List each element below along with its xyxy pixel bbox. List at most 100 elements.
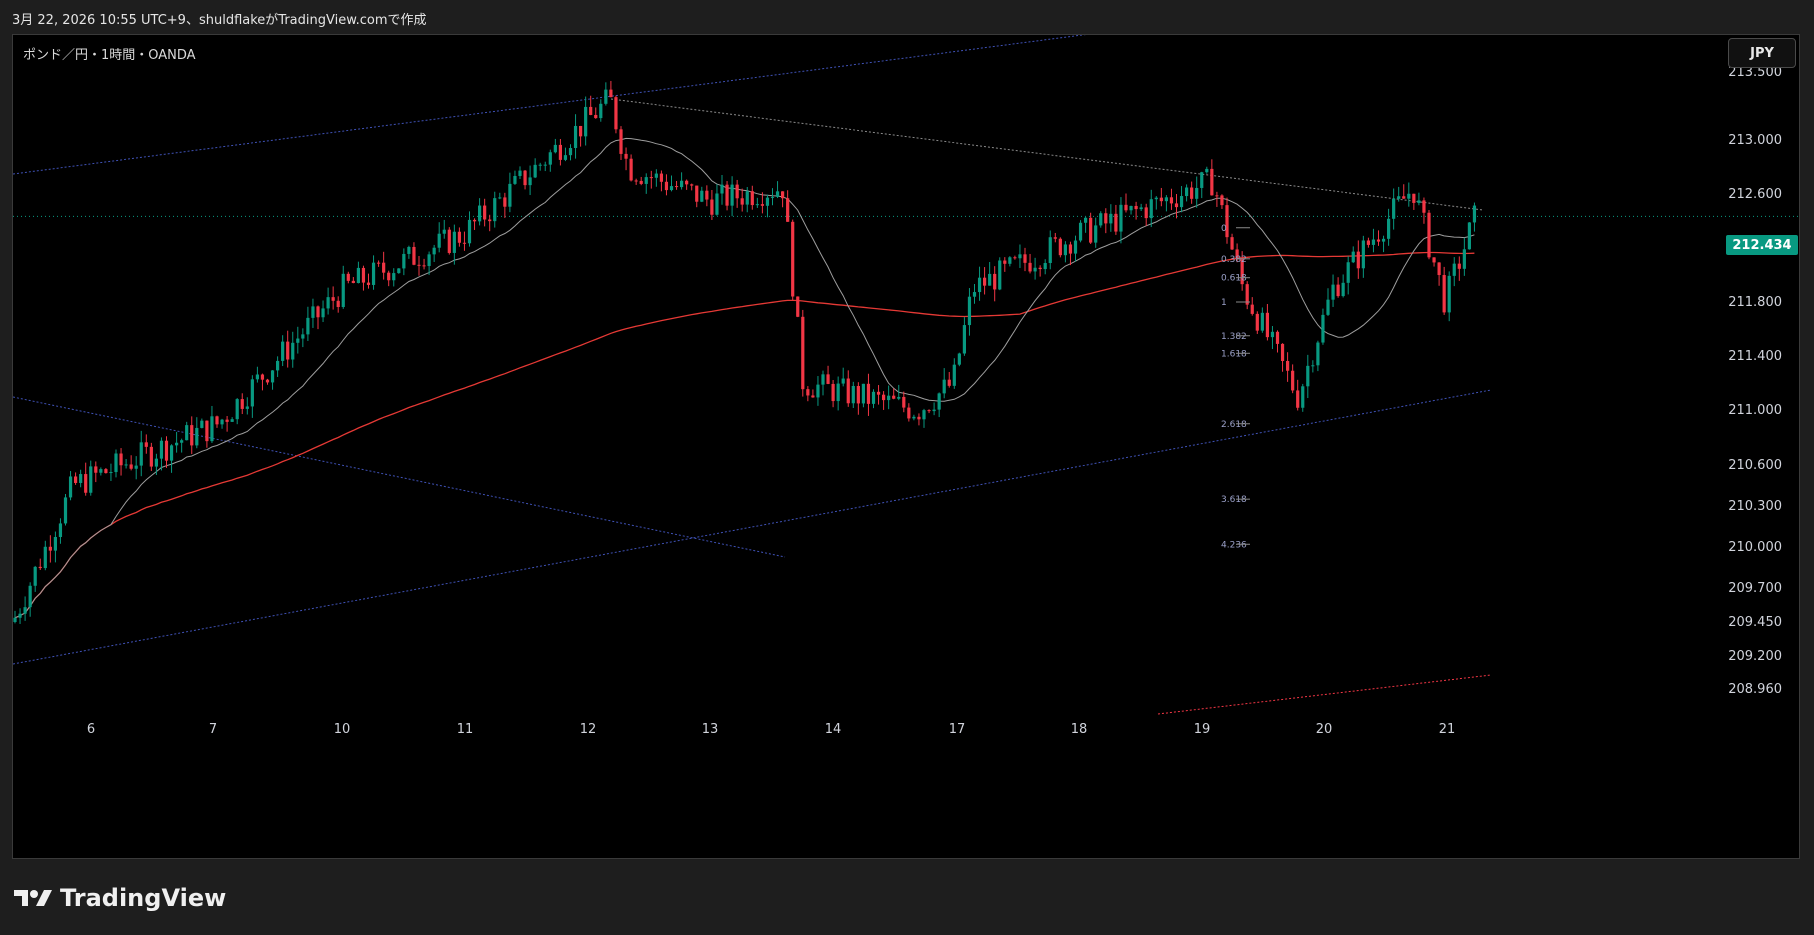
channel-upper-line bbox=[13, 35, 1087, 175]
fib-level-label: 0.618 bbox=[1221, 274, 1247, 284]
candle-body bbox=[952, 364, 956, 386]
candle-body bbox=[270, 370, 275, 383]
candle-body bbox=[498, 197, 502, 199]
candle-body bbox=[281, 341, 285, 361]
candle-body bbox=[447, 229, 451, 253]
candle-body bbox=[786, 198, 790, 222]
candle-body bbox=[508, 183, 512, 207]
candle-body bbox=[195, 427, 199, 446]
time-tick-label: 20 bbox=[1316, 722, 1333, 737]
brand-name: TradingView bbox=[60, 884, 227, 912]
candle-body bbox=[977, 277, 982, 293]
candle-body bbox=[129, 464, 133, 469]
candle-body bbox=[649, 177, 653, 179]
candle-body bbox=[1280, 343, 1285, 361]
candle-body bbox=[558, 144, 562, 160]
candle-body bbox=[533, 164, 537, 178]
candle-body bbox=[1089, 217, 1093, 243]
chart-area[interactable]: 0 0.382 0.618 1 1.382 1.618 2.618 3.618 4.236 21… bbox=[12, 34, 1800, 859]
price-chart[interactable]: 0 0.382 0.618 1 1.382 1.618 2.618 3.618 4.236 21… bbox=[13, 35, 1800, 859]
price-tick-label: 213.000 bbox=[1728, 133, 1782, 148]
candle-body bbox=[351, 280, 355, 284]
candle-body bbox=[563, 155, 568, 160]
candle-body bbox=[1376, 239, 1381, 242]
candle-body bbox=[159, 440, 164, 459]
tradingview-logo[interactable]: TradingView bbox=[14, 884, 226, 912]
moving-average-short bbox=[14, 137, 1475, 619]
candle-body bbox=[619, 129, 623, 154]
candle-body bbox=[89, 466, 93, 493]
candle-body bbox=[912, 416, 916, 419]
symbol-label: ポンド／円・1時間・OANDA bbox=[23, 48, 196, 63]
candle-body bbox=[1346, 262, 1350, 283]
candle-body bbox=[442, 229, 446, 234]
candle-body bbox=[861, 383, 865, 404]
candle-body bbox=[144, 442, 148, 447]
candle-body bbox=[134, 465, 138, 469]
candle-body bbox=[114, 453, 118, 473]
candle-body bbox=[1361, 240, 1365, 269]
currency-button[interactable]: JPY bbox=[1728, 38, 1796, 68]
candle-body bbox=[175, 442, 179, 446]
time-axis: 6 7 10 11 12 13 14 17 18 19 20 21 bbox=[87, 722, 1455, 737]
candle-body bbox=[604, 89, 608, 104]
candle-body bbox=[584, 106, 588, 137]
price-tick-label: 211.000 bbox=[1728, 403, 1782, 418]
candle-body bbox=[205, 420, 209, 442]
candle-body bbox=[1371, 239, 1376, 245]
candle-body bbox=[1422, 200, 1426, 213]
candle-body bbox=[654, 173, 658, 178]
candle-body bbox=[316, 306, 320, 318]
candle-body bbox=[1185, 187, 1189, 197]
candle-body bbox=[437, 233, 441, 248]
candle-body bbox=[321, 308, 325, 318]
candle-body bbox=[998, 260, 1002, 290]
candle-body bbox=[286, 341, 290, 360]
candle-body bbox=[1240, 259, 1244, 285]
candle-body bbox=[826, 374, 830, 384]
candle-body bbox=[1341, 282, 1345, 297]
fib-level-label: 3.618 bbox=[1221, 495, 1247, 505]
drawing-lines bbox=[13, 35, 1799, 715]
candle-body bbox=[1381, 238, 1386, 242]
candle-body bbox=[1008, 257, 1012, 264]
candle-body bbox=[1387, 218, 1391, 239]
candle-body bbox=[1094, 225, 1098, 243]
candle-body bbox=[1058, 238, 1062, 256]
candle-body bbox=[876, 391, 881, 395]
candle-body bbox=[99, 469, 103, 473]
time-tick-label: 13 bbox=[702, 722, 719, 737]
candle-body bbox=[387, 272, 391, 281]
candle-body bbox=[513, 175, 517, 184]
candle-body bbox=[957, 353, 961, 365]
candle-body bbox=[478, 205, 482, 222]
candle-body bbox=[690, 184, 694, 186]
candle-body bbox=[235, 399, 239, 420]
candle-body bbox=[740, 198, 744, 205]
candle-body bbox=[124, 464, 128, 466]
candle-body bbox=[139, 442, 143, 466]
candle-body bbox=[856, 385, 860, 404]
candle-body bbox=[1104, 213, 1108, 224]
candle-body bbox=[1043, 263, 1047, 270]
candle-body bbox=[1114, 213, 1118, 232]
candles bbox=[13, 80, 1477, 624]
candle-body bbox=[185, 425, 189, 441]
candle-body bbox=[760, 204, 764, 206]
candle-body bbox=[28, 585, 32, 608]
candle-body bbox=[624, 153, 628, 159]
candle-body bbox=[993, 273, 997, 290]
candle-body bbox=[907, 407, 911, 419]
candle-body bbox=[53, 536, 57, 551]
time-tick-label: 10 bbox=[334, 722, 351, 737]
candle-body bbox=[1129, 205, 1133, 211]
candle-body bbox=[149, 446, 153, 467]
candle-body bbox=[276, 360, 280, 371]
time-tick-label: 17 bbox=[949, 722, 966, 737]
candle-body bbox=[750, 191, 754, 206]
candle-body bbox=[1311, 365, 1315, 367]
candle-body bbox=[811, 395, 815, 398]
fib-level-label: 0 bbox=[1221, 224, 1227, 234]
candle-body bbox=[18, 613, 22, 618]
moving-average-long bbox=[14, 251, 1475, 619]
